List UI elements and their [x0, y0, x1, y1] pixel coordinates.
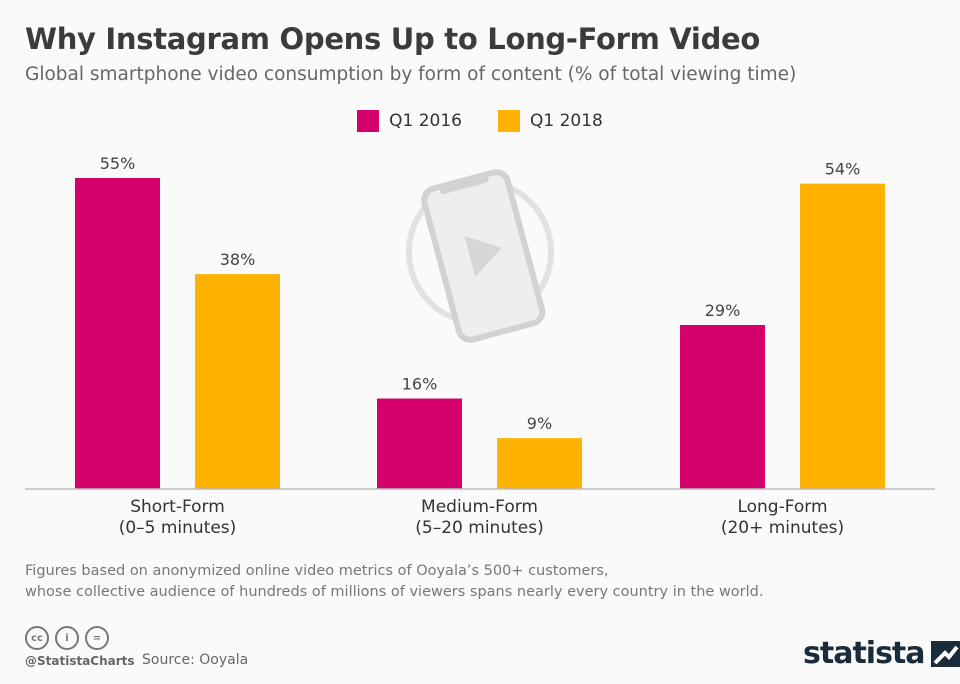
data-label: 16%	[402, 375, 438, 394]
chart-subtitle: Global smartphone video consumption by f…	[25, 64, 797, 85]
bar	[195, 274, 280, 489]
legend-swatch	[357, 110, 380, 132]
footnote-line: whose collective audience of hundreds of…	[25, 584, 764, 600]
category-label: Short-Form	[130, 497, 225, 517]
footnote-line: Figures based on anonymized online video…	[25, 563, 609, 579]
attribution-icon: i	[55, 626, 79, 650]
data-label: 9%	[527, 414, 552, 433]
category-sublabel: (0–5 minutes)	[119, 518, 237, 538]
bar	[75, 178, 160, 489]
category-sublabel: (20+ minutes)	[721, 518, 844, 538]
twitter-handle[interactable]: @StatistaCharts	[25, 654, 135, 668]
legend-item-q1-2018: Q1 2018	[498, 110, 603, 132]
bar	[680, 325, 765, 489]
data-label: 55%	[100, 154, 136, 173]
statista-logo-icon	[930, 640, 960, 667]
legend-swatch	[498, 110, 520, 132]
chart-title: Why Instagram Opens Up to Long-Form Vide…	[25, 22, 761, 56]
logo-text: statista	[803, 636, 926, 671]
bar	[377, 398, 462, 489]
phone-illustration-icon	[406, 169, 554, 343]
no-derivatives-icon: =	[85, 626, 109, 650]
bar	[800, 183, 885, 489]
data-label: 38%	[220, 250, 256, 269]
data-label: 54%	[825, 160, 861, 179]
category-label: Long-Form	[737, 497, 827, 517]
footnote: Figures based on anonymized online video…	[25, 561, 763, 603]
legend: Q1 2016 Q1 2018	[0, 110, 960, 132]
license-icons[interactable]: cc i =	[25, 626, 109, 650]
legend-item-q1-2016: Q1 2016	[357, 110, 462, 132]
source: Source: Ooyala	[142, 652, 249, 668]
bar	[497, 438, 582, 489]
cc-icon: cc	[25, 626, 49, 650]
category-label: Medium-Form	[421, 497, 538, 517]
data-label: 29%	[705, 301, 741, 320]
legend-label: Q1 2018	[530, 111, 603, 131]
category-sublabel: (5–20 minutes)	[415, 518, 543, 538]
statista-logo[interactable]: statista	[803, 636, 960, 671]
legend-label: Q1 2016	[389, 111, 462, 131]
